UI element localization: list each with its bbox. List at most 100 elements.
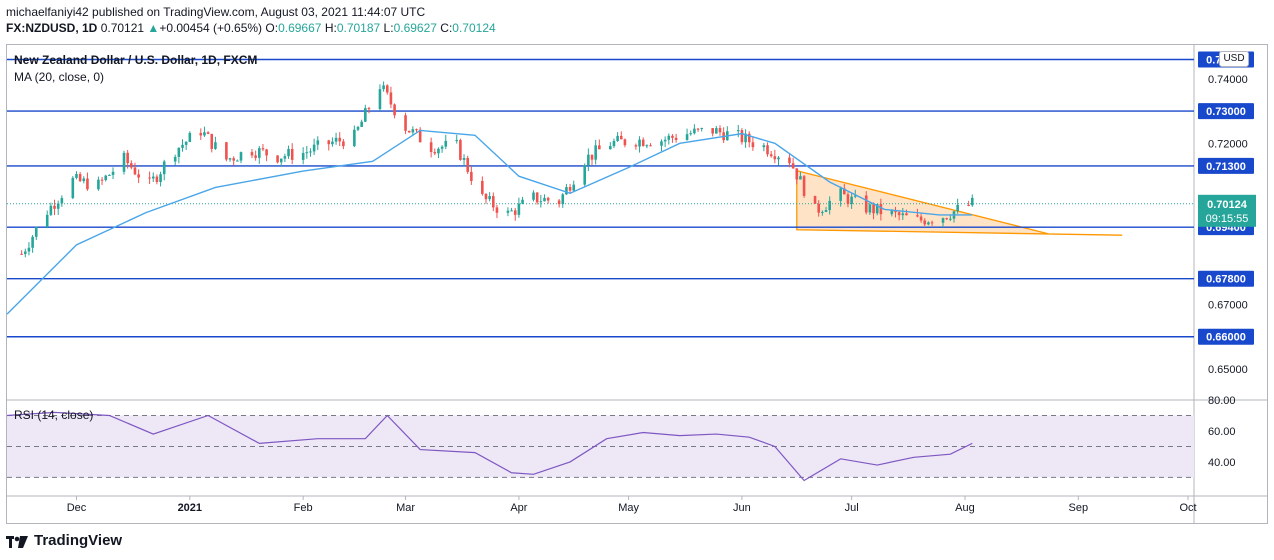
candle-body — [126, 152, 129, 164]
candle-body — [429, 142, 433, 152]
candle-body — [86, 178, 89, 190]
candle-body — [309, 151, 312, 153]
candle-body — [711, 128, 714, 134]
candle-body — [828, 200, 831, 211]
currency-badge[interactable]: USD — [1219, 51, 1249, 67]
candle-body — [897, 212, 901, 216]
candle-body — [53, 205, 56, 209]
candle-body — [206, 132, 210, 134]
candle-body — [481, 180, 484, 194]
chart-title: New Zealand Dollar / U.S. Dollar, 1D, FX… — [14, 53, 258, 67]
candle-body — [634, 145, 638, 147]
candle-body — [342, 141, 345, 147]
countdown-label: 09:15:55 — [1206, 213, 1249, 225]
candle-body — [916, 215, 919, 217]
candle-body — [133, 167, 137, 175]
candle-body — [945, 218, 948, 220]
candle-body — [821, 211, 824, 213]
candle-body — [956, 204, 959, 212]
candle-body — [155, 176, 159, 183]
candle-body — [104, 175, 108, 181]
candle-body — [199, 132, 203, 136]
up-arrow-icon: ▲ — [147, 21, 160, 35]
time-tick-label: Dec — [67, 502, 87, 514]
rsi-tick-label: 60.00 — [1208, 426, 1236, 438]
candle-body — [846, 194, 850, 204]
candle-body — [100, 179, 104, 181]
candle-body — [590, 154, 594, 160]
candle-body — [148, 177, 151, 179]
change-value: +0.00454 (+0.65%) — [159, 21, 263, 35]
candle-body — [225, 142, 228, 160]
candle-body — [638, 139, 641, 147]
candle-body — [287, 148, 290, 157]
candle-body — [254, 155, 257, 158]
candle-body — [411, 129, 415, 133]
candle-body — [546, 197, 550, 201]
candle-body — [232, 158, 235, 161]
candle-body — [813, 195, 817, 204]
time-tick-label: Apr — [510, 502, 527, 514]
candle-body — [27, 247, 31, 252]
candle-body — [791, 163, 795, 169]
symbol-name: FX:NZDUSD, 1D — [6, 21, 98, 35]
candle-body — [305, 152, 309, 154]
candle-body — [71, 177, 75, 199]
candle-body — [301, 153, 305, 160]
candle-body — [462, 158, 466, 160]
candle-body — [334, 137, 338, 142]
candle-body — [769, 154, 773, 157]
candle-body — [598, 145, 601, 150]
candle-body — [228, 158, 232, 160]
low-value: 0.69627 — [393, 21, 437, 35]
level-price-label: 0.73000 — [1206, 106, 1246, 118]
candle-body — [261, 148, 265, 150]
candle-body — [130, 163, 133, 168]
candle-body — [853, 195, 857, 197]
candle-body — [276, 155, 279, 163]
candle-body — [239, 152, 243, 161]
time-tick-label: Mar — [396, 502, 415, 514]
time-tick-label: May — [618, 502, 639, 514]
candle-body — [495, 207, 499, 213]
candle-body — [795, 168, 799, 180]
candle-body — [868, 204, 872, 213]
candle-body — [31, 236, 34, 248]
candle-body — [331, 141, 334, 145]
level-price-label: 0.67800 — [1206, 274, 1246, 286]
candle-body — [850, 196, 853, 204]
candle-body — [839, 188, 842, 201]
candle-body — [97, 179, 100, 190]
candle-body — [817, 203, 821, 213]
rsi-legend[interactable]: RSI (14, close) — [14, 408, 94, 422]
candle-body — [360, 121, 363, 127]
rsi-band — [7, 415, 1194, 478]
candle-body — [568, 187, 572, 191]
candle-body — [608, 146, 612, 150]
footer-brand[interactable]: TradingView — [6, 532, 122, 549]
candle-body — [879, 204, 883, 215]
candle-body — [663, 139, 667, 142]
ma-legend[interactable]: MA (20, close, 0) — [14, 70, 105, 84]
candle-body — [696, 128, 700, 130]
candle-body — [236, 160, 239, 162]
level-price-label: 0.66000 — [1206, 332, 1246, 344]
candle-body — [159, 174, 162, 183]
candle-body — [367, 108, 371, 110]
candle-body — [583, 165, 587, 185]
candle-body — [250, 152, 254, 156]
candle-body — [173, 156, 177, 162]
candle-body — [799, 176, 802, 180]
candle-body — [587, 154, 590, 166]
candle-body — [60, 198, 64, 204]
candle-body — [23, 251, 27, 255]
candle-body — [137, 174, 140, 178]
candle-body — [188, 132, 192, 142]
candle-body — [353, 129, 356, 147]
candle-body — [751, 142, 755, 148]
candle-body — [919, 216, 923, 221]
candle-body — [466, 158, 469, 172]
symbol-line: FX:NZDUSD, 1D 0.70121 ▲+0.00454 (+0.65%)… — [6, 21, 496, 35]
candle-body — [470, 171, 473, 181]
